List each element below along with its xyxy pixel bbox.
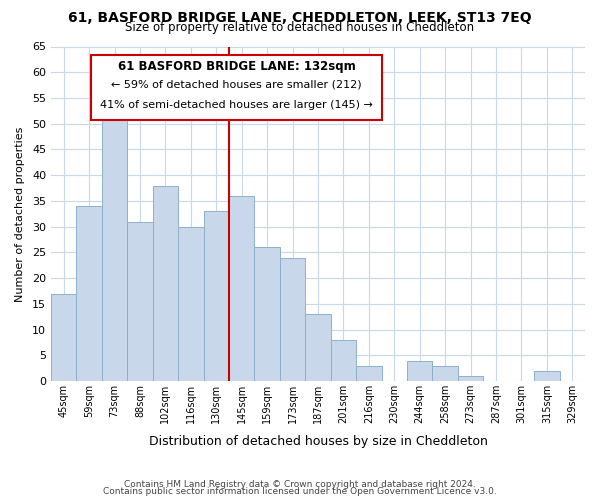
Text: Contains HM Land Registry data © Crown copyright and database right 2024.: Contains HM Land Registry data © Crown c… xyxy=(124,480,476,489)
FancyBboxPatch shape xyxy=(91,55,382,120)
Text: 41% of semi-detached houses are larger (145) →: 41% of semi-detached houses are larger (… xyxy=(100,100,373,110)
Bar xyxy=(356,366,382,381)
Text: 61 BASFORD BRIDGE LANE: 132sqm: 61 BASFORD BRIDGE LANE: 132sqm xyxy=(118,60,355,73)
X-axis label: Distribution of detached houses by size in Cheddleton: Distribution of detached houses by size … xyxy=(149,434,487,448)
Bar xyxy=(534,371,560,381)
Bar xyxy=(102,103,127,381)
Bar xyxy=(229,196,254,381)
Bar xyxy=(280,258,305,381)
Bar xyxy=(433,366,458,381)
Bar xyxy=(331,340,356,381)
Text: Size of property relative to detached houses in Cheddleton: Size of property relative to detached ho… xyxy=(125,22,475,35)
Text: Contains public sector information licensed under the Open Government Licence v3: Contains public sector information licen… xyxy=(103,488,497,496)
Bar xyxy=(127,222,152,381)
Bar xyxy=(152,186,178,381)
Bar xyxy=(458,376,483,381)
Bar xyxy=(305,314,331,381)
Y-axis label: Number of detached properties: Number of detached properties xyxy=(15,126,25,302)
Bar xyxy=(407,360,433,381)
Bar xyxy=(76,206,102,381)
Bar xyxy=(254,248,280,381)
Bar xyxy=(51,294,76,381)
Text: 61, BASFORD BRIDGE LANE, CHEDDLETON, LEEK, ST13 7EQ: 61, BASFORD BRIDGE LANE, CHEDDLETON, LEE… xyxy=(68,11,532,25)
Text: ← 59% of detached houses are smaller (212): ← 59% of detached houses are smaller (21… xyxy=(111,80,362,90)
Bar xyxy=(203,212,229,381)
Bar xyxy=(178,226,203,381)
